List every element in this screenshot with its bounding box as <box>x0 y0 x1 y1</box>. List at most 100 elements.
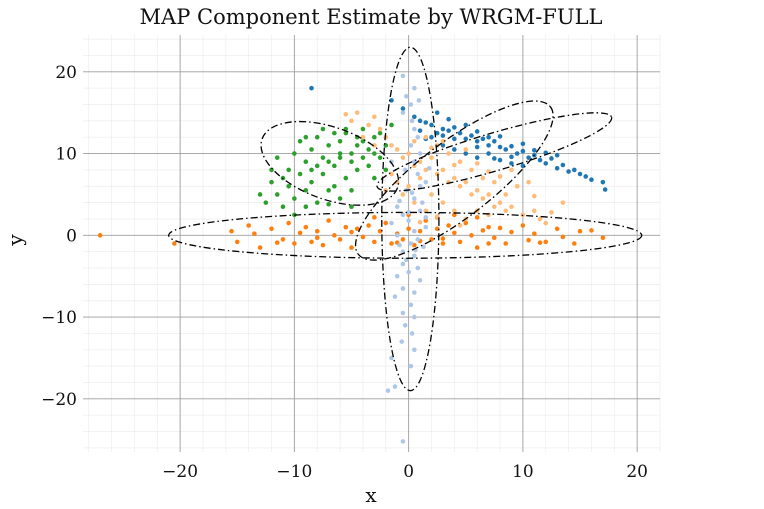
component-green-point <box>377 130 383 136</box>
component-orange-point <box>554 226 560 232</box>
component-green-point <box>337 138 343 144</box>
component-lightblue-point <box>400 110 406 115</box>
component-lightorange-point <box>526 179 531 185</box>
component-lightblue-point <box>400 286 406 291</box>
component-lightorange-point <box>400 155 406 160</box>
component-orange-point <box>257 245 263 250</box>
component-lightblue-point <box>406 218 411 223</box>
component-orange-point <box>423 218 429 223</box>
component-orange-point <box>526 237 531 243</box>
component-blue-point <box>497 134 503 139</box>
component-lightorange-point <box>457 159 463 165</box>
component-lightorange-point <box>412 138 417 144</box>
component-orange-point <box>572 241 577 246</box>
component-lightorange-point <box>423 167 429 173</box>
component-blue-point <box>463 151 469 156</box>
component-blue-point <box>492 138 497 144</box>
component-orange-point <box>349 245 354 250</box>
component-green-point <box>263 200 269 205</box>
component-ellipses <box>168 46 643 392</box>
component-lightblue-point <box>423 179 429 185</box>
component-orange-point <box>389 241 394 246</box>
component-blue-point <box>554 152 560 158</box>
component-green-point <box>337 151 343 156</box>
x-tick-label: −10 <box>276 462 312 482</box>
component-blue-point <box>532 147 537 153</box>
component-blue-point <box>520 163 526 169</box>
component-blue-point <box>474 144 480 150</box>
orange-component-ellipse <box>168 211 643 259</box>
component-green-point <box>377 155 383 160</box>
component-green-point <box>360 126 366 132</box>
component-lightblue-point <box>402 322 408 328</box>
component-blue-point <box>452 147 457 152</box>
component-orange-point <box>303 224 309 230</box>
component-lightorange-point <box>509 167 514 173</box>
component-blue-point <box>412 114 417 120</box>
component-blue-point <box>400 106 406 111</box>
component-lightblue-point <box>397 198 402 204</box>
component-orange-point <box>486 224 491 230</box>
component-green-point <box>332 163 337 169</box>
component-lightorange-point <box>434 171 440 177</box>
component-blue-point <box>520 141 526 147</box>
component-lightorange-point <box>537 216 543 222</box>
component-blue-point <box>486 134 491 140</box>
component-lightorange-point <box>457 223 463 228</box>
component-lightblue-point <box>415 134 421 140</box>
component-orange-point <box>372 239 377 245</box>
component-green-point <box>303 188 309 193</box>
component-blue-point <box>543 161 549 166</box>
component-blue-point <box>429 134 434 140</box>
component-orange-point <box>486 241 491 246</box>
component-lightblue-point <box>408 363 414 369</box>
component-lightblue-point <box>412 228 417 234</box>
component-blue-point <box>417 128 423 133</box>
component-green-point <box>297 138 303 144</box>
component-green-point <box>309 167 314 173</box>
component-green-point <box>303 134 309 140</box>
y-tick-label: 10 <box>55 145 77 165</box>
component-blue-point <box>503 147 509 152</box>
component-lightblue-series <box>385 73 432 444</box>
component-green-point <box>326 143 331 148</box>
component-green-point <box>303 159 309 165</box>
component-orange-point <box>172 241 177 246</box>
component-orange-point <box>400 237 406 242</box>
component-blue-point <box>497 144 503 150</box>
component-green-point <box>366 147 371 152</box>
component-lightblue-point <box>423 215 429 220</box>
component-lightblue-point <box>412 253 417 259</box>
component-blue-point <box>549 156 554 161</box>
component-blue-point <box>537 157 543 163</box>
component-lightblue-point <box>412 347 417 353</box>
component-lightblue-point <box>400 212 406 218</box>
component-orange-point <box>560 234 566 240</box>
component-green-point <box>349 151 354 156</box>
component-blue-point <box>452 125 457 130</box>
component-lightblue-point <box>412 196 417 201</box>
component-lightblue-point <box>389 355 394 361</box>
component-lightblue-point <box>400 310 406 316</box>
component-blue-point <box>554 165 560 171</box>
component-lightorange-point <box>389 171 394 177</box>
minor-grid <box>83 35 661 452</box>
component-lightorange-point <box>372 143 377 148</box>
component-lightorange-point <box>343 112 349 117</box>
component-lightblue-point <box>412 85 417 91</box>
component-green-point <box>309 147 314 152</box>
component-lightblue-point <box>409 331 415 336</box>
component-green-point <box>372 134 377 140</box>
component-blue-point <box>457 130 463 136</box>
component-lightblue-point <box>409 118 415 124</box>
component-orange-point <box>269 226 274 232</box>
component-green-point <box>314 200 320 205</box>
component-orange-point <box>537 240 543 245</box>
component-lightblue-point <box>408 143 414 148</box>
blue-component-ellipse <box>376 112 613 192</box>
component-blue-point <box>589 177 594 183</box>
component-green-point <box>354 167 360 173</box>
component-green-point <box>349 159 354 165</box>
component-orange-point <box>440 236 446 241</box>
x-axis-label: x <box>365 483 377 507</box>
